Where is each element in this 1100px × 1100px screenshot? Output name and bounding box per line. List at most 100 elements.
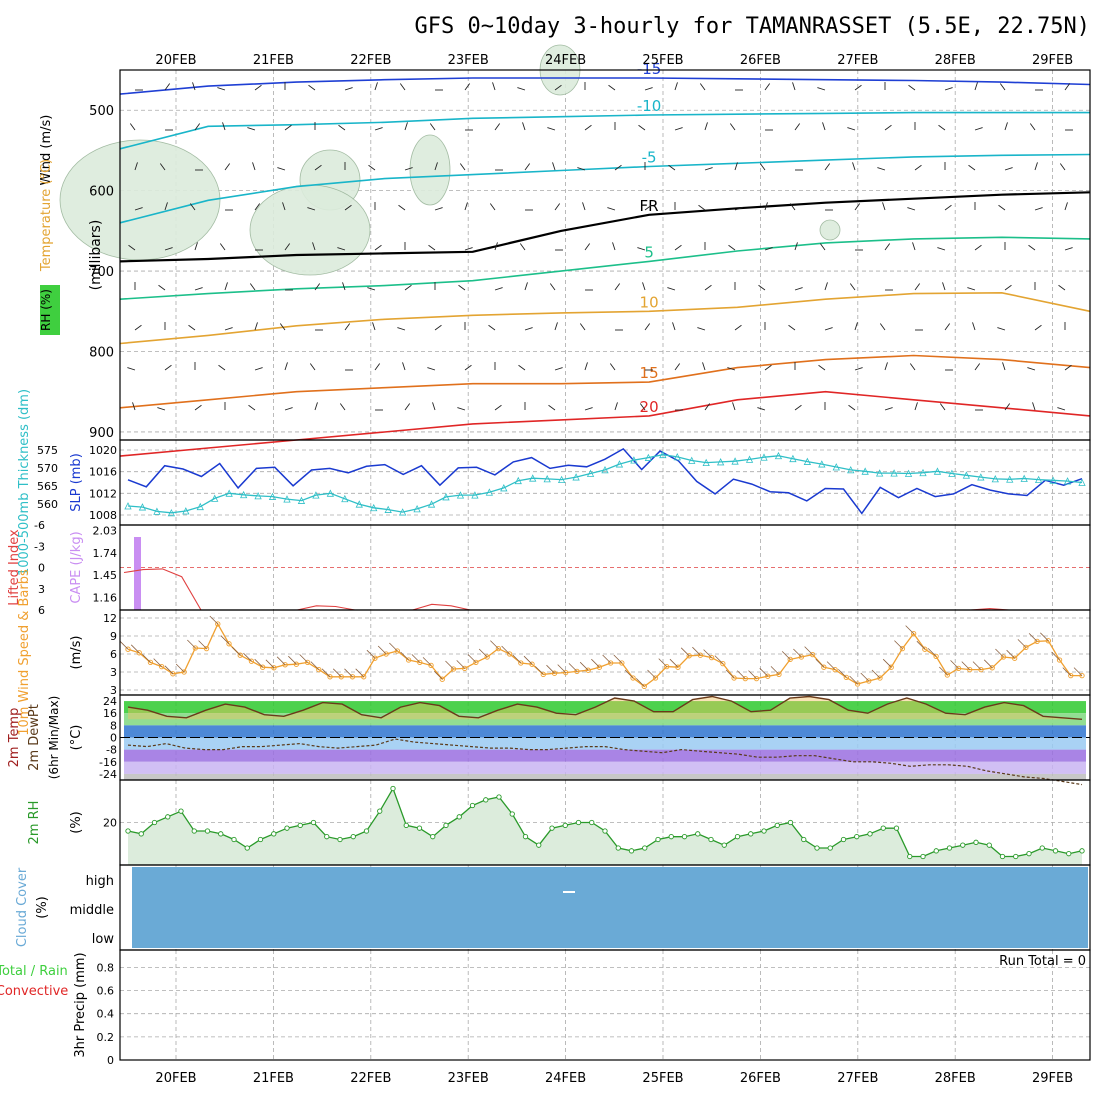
wind-barb	[404, 167, 413, 171]
rh-marker	[469, 802, 476, 809]
wind-barb	[644, 204, 652, 211]
wind-barb	[367, 287, 376, 291]
rh-axis-unit: (%)	[69, 811, 84, 834]
temp-band	[124, 725, 1086, 738]
rh-marker	[191, 828, 197, 834]
wind-speed-marker	[428, 662, 434, 669]
x-tick-label-bottom: 24FEB	[545, 1071, 586, 1086]
wind-barb-10m	[725, 669, 735, 679]
wind-barb	[794, 242, 798, 251]
x-tick-label-top: 21FEB	[253, 53, 294, 68]
wind-barb	[789, 203, 796, 211]
wind-speed-marker	[1000, 654, 1007, 660]
wind-barb	[697, 327, 706, 331]
wind-barb-10m	[871, 669, 881, 679]
thickness-marker	[962, 471, 971, 479]
wind-barb	[822, 122, 826, 131]
wind-axis-title: 10m Wind Speed & Barbs	[17, 569, 32, 736]
thickness-marker	[1063, 477, 1072, 485]
rh-marker	[562, 822, 568, 828]
thickness-marker	[630, 456, 638, 464]
rh-marker	[1079, 848, 1085, 854]
temp-tick-label: -24	[99, 768, 117, 781]
wind-speed-marker	[495, 645, 502, 652]
wind-speed-marker	[293, 661, 300, 667]
wind-speed-marker	[1079, 672, 1085, 679]
temp-tick-label: 16	[103, 707, 117, 720]
wind-barb	[549, 283, 556, 291]
thickness-marker	[774, 451, 783, 460]
wind-barb	[157, 407, 166, 411]
wind-barb-10m	[400, 651, 409, 661]
wind-speed-marker	[686, 653, 692, 659]
y-tick-label: 700	[89, 265, 114, 280]
slp-tick-label: 1020	[89, 444, 117, 457]
thickness-marker	[803, 457, 812, 465]
li-tick-label: -3	[34, 540, 45, 553]
wind-barb-10m	[950, 660, 959, 669]
wind-barb-10m	[905, 625, 914, 634]
rh-marker	[933, 848, 939, 854]
wind-speed-marker	[192, 645, 198, 651]
rh-axis-title: 2m RH	[27, 801, 42, 845]
wind-barb	[764, 247, 773, 251]
wind-barb	[548, 404, 556, 411]
rh-marker	[1052, 848, 1059, 854]
wind-speed-marker	[664, 663, 670, 670]
wind-speed-marker	[877, 675, 883, 681]
wind-speed-marker	[159, 663, 165, 670]
wind-speed-marker	[203, 645, 210, 652]
wind-barb-10m	[647, 669, 656, 679]
wind-barb-10m	[748, 670, 757, 679]
thickness-marker	[1049, 476, 1057, 484]
wind-barb	[1029, 123, 1036, 131]
wind-speed-marker	[630, 675, 636, 681]
thickness-marker	[138, 503, 147, 511]
thickness-marker	[413, 504, 421, 513]
wind-barb	[458, 284, 466, 291]
y-tick-label: 600	[89, 185, 114, 200]
wind-barb	[824, 327, 833, 331]
wind-barb	[727, 367, 736, 371]
cape-bar	[134, 537, 141, 610]
contour-label: -15	[637, 60, 662, 78]
wind-speed-marker	[417, 659, 423, 666]
wind-barb	[732, 402, 736, 411]
thickness-marker	[832, 463, 840, 471]
rh-marker	[536, 842, 542, 848]
wind-barb	[914, 402, 918, 411]
wind-speed-marker	[405, 657, 412, 663]
wind-barb	[788, 324, 796, 331]
rh-marker	[695, 831, 701, 837]
rh-marker	[986, 842, 992, 848]
wind-barb	[734, 324, 742, 331]
wind-speed-marker	[136, 650, 142, 656]
wind-barb-10m	[894, 640, 903, 649]
wind-speed-marker	[372, 655, 378, 661]
wind-barb	[374, 244, 382, 251]
rh-marker	[496, 794, 502, 800]
temperature-contour	[119, 153, 1091, 224]
wind-speed-marker	[967, 666, 973, 673]
thickness-marker	[1034, 475, 1043, 484]
wind-barb	[937, 247, 946, 251]
thickness-marker	[384, 505, 392, 513]
thickness-marker	[875, 469, 884, 477]
temperature-contour	[119, 236, 1091, 300]
contour-label: FR	[640, 197, 659, 215]
wind-barb	[218, 364, 226, 371]
wind-barb	[224, 163, 231, 171]
x-tick-label-top: 25FEB	[642, 53, 683, 68]
wind-barb	[134, 162, 138, 171]
thickness-marker	[312, 491, 320, 499]
thickness-marker	[1078, 478, 1086, 486]
thickness-marker	[124, 502, 132, 510]
wind-speed-marker	[506, 651, 513, 657]
wind-barb	[344, 87, 353, 91]
wind-barb	[1004, 284, 1012, 291]
wind-barb	[164, 83, 171, 91]
rh-shading	[409, 134, 451, 206]
wind-barb	[217, 87, 226, 91]
rh-marker	[244, 845, 250, 851]
wind-barb	[942, 282, 946, 291]
